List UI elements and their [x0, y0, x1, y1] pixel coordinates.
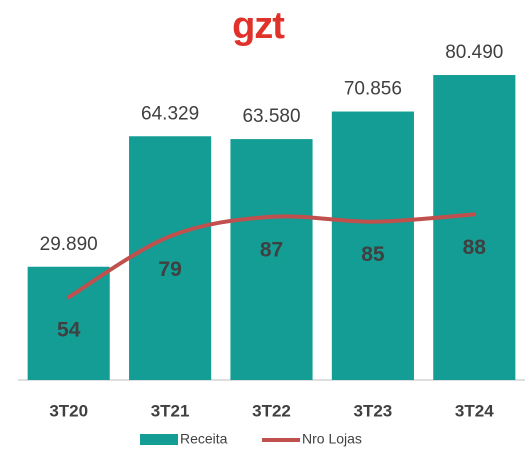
legend-swatch	[140, 434, 178, 445]
x-tick-label: 3T23	[354, 401, 393, 420]
x-tick-label: 3T21	[151, 401, 190, 420]
line	[66, 212, 477, 300]
value-label: 70.856	[344, 79, 402, 100]
bar	[230, 139, 313, 380]
value-label: 80.490	[445, 42, 503, 63]
value-label: 54	[57, 319, 81, 342]
x-tick-label: 3T22	[252, 401, 291, 420]
value-label: 64.329	[141, 103, 199, 124]
bar	[433, 75, 516, 380]
value-label: 29.890	[40, 234, 98, 255]
bar	[129, 136, 212, 380]
bar	[27, 266, 110, 380]
legend-label: Nro Lojas	[302, 431, 362, 447]
value-label: 85	[361, 243, 385, 266]
value-label: 88	[463, 236, 487, 259]
bar	[331, 111, 414, 381]
value-label: 79	[158, 258, 181, 281]
logo: gzt	[232, 5, 285, 47]
value-label: 87	[260, 238, 283, 261]
x-tick-label: 3T20	[49, 401, 88, 420]
value-label: 63.580	[242, 106, 300, 127]
legend-label: Receita	[180, 431, 228, 447]
x-tick-label: 3T24	[455, 401, 494, 420]
